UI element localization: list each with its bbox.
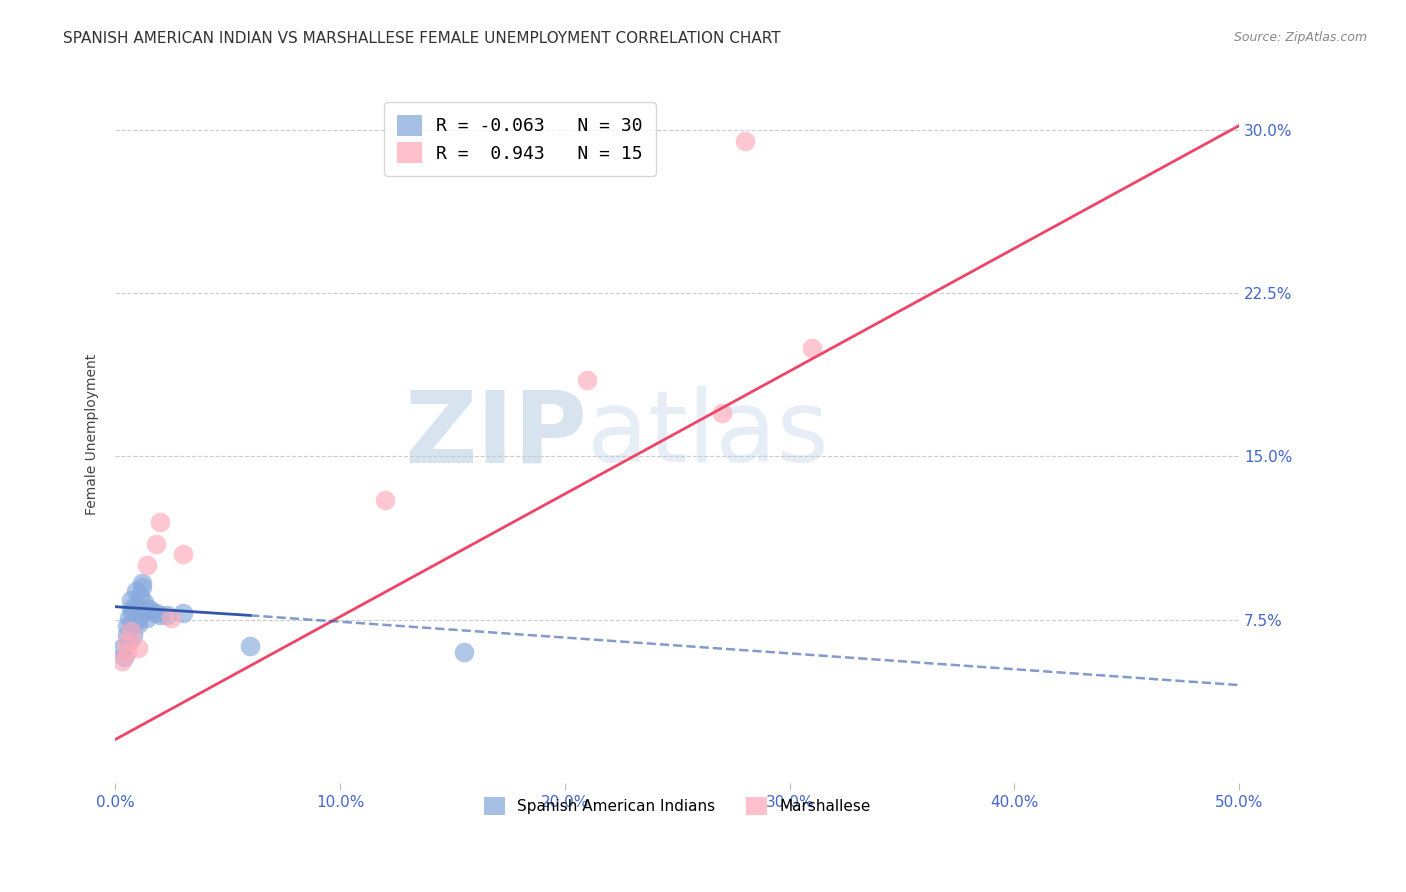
Point (711, 406, 734, 420)
Text: ZIP: ZIP (405, 386, 588, 483)
Point (118, 634, 141, 648)
Point (145, 536, 167, 550)
Point (374, 493, 396, 508)
Point (134, 595, 156, 609)
Point (239, 639, 262, 653)
Point (124, 584, 146, 599)
Point (115, 645, 138, 659)
Point (127, 617, 149, 632)
Point (172, 606, 194, 620)
Point (149, 515, 172, 529)
Point (801, 341, 824, 355)
Point (127, 641, 149, 656)
Point (122, 615, 145, 629)
Point (172, 548, 194, 562)
Point (160, 610, 183, 624)
Point (122, 628, 145, 642)
Point (115, 619, 138, 633)
Y-axis label: Female Unemployment: Female Unemployment (86, 354, 100, 516)
Point (135, 558, 157, 573)
Point (129, 606, 152, 620)
Legend: Spanish American Indians, Marshallese: Spanish American Indians, Marshallese (474, 789, 880, 824)
Point (145, 606, 167, 620)
Point (112, 649, 135, 664)
Point (111, 654, 134, 668)
Point (131, 575, 153, 590)
Point (453, 645, 475, 659)
Point (138, 602, 160, 616)
Point (120, 602, 142, 616)
Point (734, 134, 756, 148)
Point (127, 613, 149, 627)
Point (576, 373, 599, 387)
Point (115, 634, 138, 648)
Point (115, 628, 138, 642)
Text: SPANISH AMERICAN INDIAN VS MARSHALLESE FEMALE UNEMPLOYMENT CORRELATION CHART: SPANISH AMERICAN INDIAN VS MARSHALLESE F… (63, 31, 780, 46)
Point (120, 624, 142, 638)
Point (129, 589, 152, 603)
Point (120, 593, 142, 607)
Point (156, 608, 179, 623)
Text: Source: ZipAtlas.com: Source: ZipAtlas.com (1233, 31, 1367, 45)
Point (135, 610, 157, 624)
Point (118, 610, 141, 624)
Point (141, 604, 163, 618)
Point (131, 580, 153, 594)
Point (124, 598, 146, 612)
Point (127, 608, 149, 623)
Point (149, 608, 172, 623)
Point (111, 641, 134, 656)
Point (122, 604, 145, 618)
Text: atlas: atlas (588, 386, 830, 483)
